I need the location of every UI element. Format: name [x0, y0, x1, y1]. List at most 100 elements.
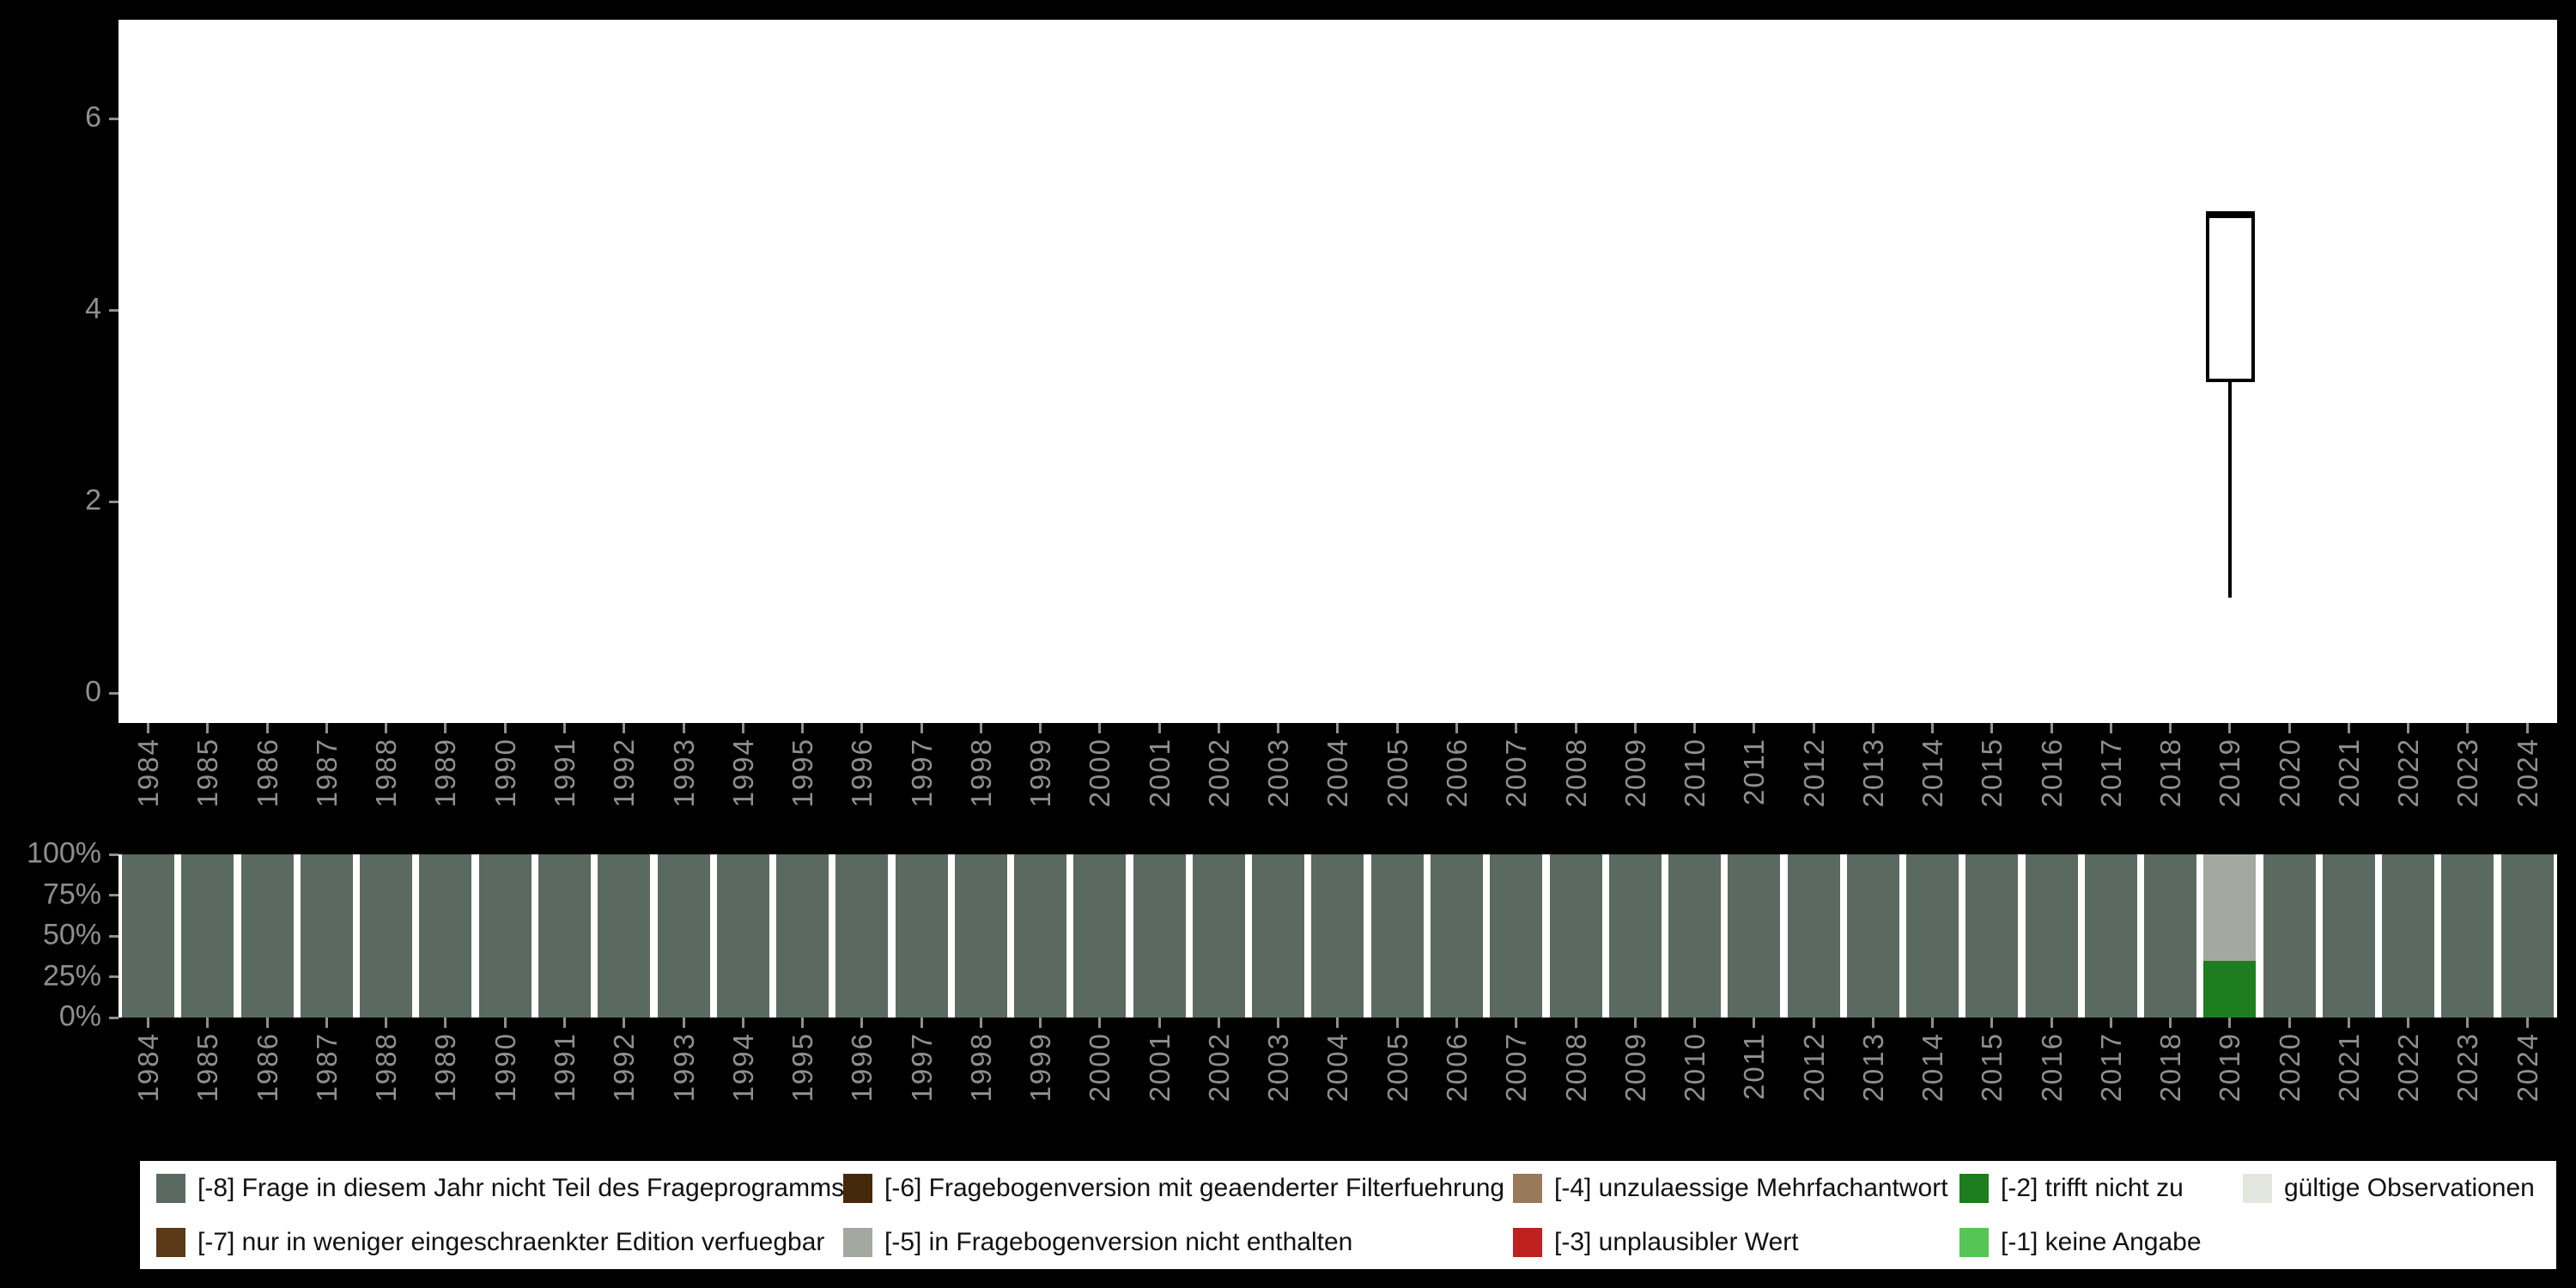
- bar-segment: [1668, 854, 1722, 1018]
- bar-slot: [2022, 854, 2081, 1018]
- x-axis-year-label: 1996: [846, 738, 878, 808]
- stacked-bar: [538, 854, 591, 1018]
- bar-slot: [2200, 854, 2259, 1018]
- x-axis-year: 2022: [2379, 723, 2438, 848]
- x-axis-tick: [385, 723, 388, 733]
- bar-slot: [2081, 854, 2141, 1018]
- x-axis-tick: [1931, 1018, 1935, 1028]
- x-axis-year-label: 1991: [548, 738, 580, 808]
- stacked-bar: [1192, 854, 1245, 1018]
- bar-slot: [951, 854, 1011, 1018]
- x-axis-year: 2008: [1546, 723, 1605, 848]
- stacked-bar: [2263, 854, 2316, 1018]
- x-axis-year-label: 1998: [964, 1032, 997, 1103]
- x-axis-year-label: 2017: [2094, 1032, 2127, 1103]
- x-axis-tick: [206, 1018, 210, 1028]
- x-axis-year-label: 2015: [1976, 1032, 2008, 1103]
- y-axis-tick: [109, 308, 118, 312]
- boxplot-x-axis-labels: 1984 1985 1986 1987 1988 1989 1990 1991 1992 1993…: [118, 723, 2557, 848]
- x-axis-year-label: 1995: [787, 738, 819, 808]
- x-axis-year-label: 1984: [132, 1032, 165, 1103]
- x-axis-year-label: 2019: [2214, 738, 2246, 808]
- x-axis-tick: [1336, 1018, 1340, 1028]
- x-axis-tick: [979, 1018, 982, 1028]
- x-axis-tick: [1574, 1018, 1577, 1028]
- x-axis-year: 1999: [1011, 723, 1070, 848]
- stacked-bar: [1133, 854, 1186, 1018]
- bar-slot: [832, 854, 891, 1018]
- percent-tick-label: 50%: [42, 918, 101, 951]
- x-axis-year: 2004: [1308, 723, 1367, 848]
- x-axis-tick: [1574, 723, 1577, 733]
- x-axis-year: 1996: [832, 1018, 891, 1142]
- bar-segment: [1728, 854, 1781, 1018]
- bar-slot: [356, 854, 416, 1018]
- bar-segment: [1906, 854, 1959, 1018]
- x-axis-year-label: 1986: [251, 738, 283, 808]
- x-axis-year-label: 2016: [2035, 738, 2068, 808]
- x-axis-year: 2009: [1606, 723, 1665, 848]
- x-axis-tick: [2109, 723, 2112, 733]
- bar-slot: [1903, 854, 1962, 1018]
- x-axis-year: 1988: [356, 1018, 416, 1142]
- x-axis-tick: [1990, 1018, 1994, 1028]
- x-axis-year-label: 2022: [2392, 738, 2425, 808]
- stacked-bar: [2322, 854, 2375, 1018]
- x-axis-tick: [2466, 723, 2470, 733]
- x-axis-year: 2017: [2081, 1018, 2141, 1142]
- x-axis-year: 1999: [1011, 1018, 1070, 1142]
- x-axis-year: 2014: [1903, 1018, 1962, 1142]
- x-axis-year: 2002: [1189, 723, 1249, 848]
- stacked-bar: [954, 854, 1007, 1018]
- bar-slot: [1308, 854, 1367, 1018]
- bar-segment: [1192, 854, 1245, 1018]
- x-axis-tick: [2525, 1018, 2529, 1028]
- x-axis-year-label: 2011: [1738, 738, 1771, 805]
- x-axis-year: 2024: [2498, 1018, 2557, 1142]
- x-axis-tick: [325, 723, 328, 733]
- x-axis-year: 1998: [951, 1018, 1011, 1142]
- stacked-bar: [2441, 854, 2494, 1018]
- stacked-bar: [835, 854, 889, 1018]
- x-axis-year: 1994: [714, 1018, 773, 1142]
- stacked-bar: [1787, 854, 1840, 1018]
- x-axis-year: 2001: [1130, 723, 1189, 848]
- boxplot-lower-whisker: [2228, 381, 2233, 598]
- x-axis-tick: [623, 723, 626, 733]
- bar-segment: [1370, 854, 1424, 1018]
- x-axis-year: 2000: [1070, 1018, 1129, 1142]
- bar-segment: [538, 854, 591, 1018]
- stacked-bar: [776, 854, 829, 1018]
- x-axis-year: 2019: [2200, 723, 2259, 848]
- x-axis-year: 1990: [476, 723, 535, 848]
- bar-slot: [1070, 854, 1129, 1018]
- stacked-bars-panel: [118, 854, 2557, 1018]
- x-axis-tick: [444, 1018, 447, 1028]
- x-axis-year: 1996: [832, 723, 891, 848]
- y-axis-tick: [109, 117, 118, 120]
- x-axis-year: 2017: [2081, 723, 2141, 848]
- x-axis-year: 1984: [118, 1018, 178, 1142]
- stacked-bar: [300, 854, 353, 1018]
- x-axis-year-label: 2024: [2511, 738, 2543, 808]
- legend-item: gültige Observationen: [2227, 1161, 2556, 1215]
- x-axis-year: 1989: [416, 723, 475, 848]
- x-axis-year-label: 2015: [1976, 738, 2008, 808]
- x-axis-year-label: 2014: [1917, 1032, 1949, 1103]
- x-axis-tick: [1157, 723, 1161, 733]
- x-axis-tick: [325, 1018, 328, 1028]
- x-axis-year: 2020: [2260, 1018, 2319, 1142]
- bar-slot: [773, 854, 832, 1018]
- x-axis-year-label: 2004: [1321, 738, 1354, 808]
- legend-swatch: [1959, 1173, 1989, 1203]
- x-axis-tick: [1812, 1018, 1815, 1028]
- x-axis-year: 1994: [714, 723, 773, 848]
- stacked-bar: [1728, 854, 1781, 1018]
- x-axis-tick: [1871, 1018, 1874, 1028]
- legend-swatch: [156, 1227, 185, 1257]
- percent-tick-label: 100%: [27, 836, 101, 870]
- bar-slot: [1606, 854, 1665, 1018]
- x-axis-year: 1987: [297, 723, 356, 848]
- x-axis-year: 2023: [2438, 723, 2497, 848]
- bar-slot: [297, 854, 356, 1018]
